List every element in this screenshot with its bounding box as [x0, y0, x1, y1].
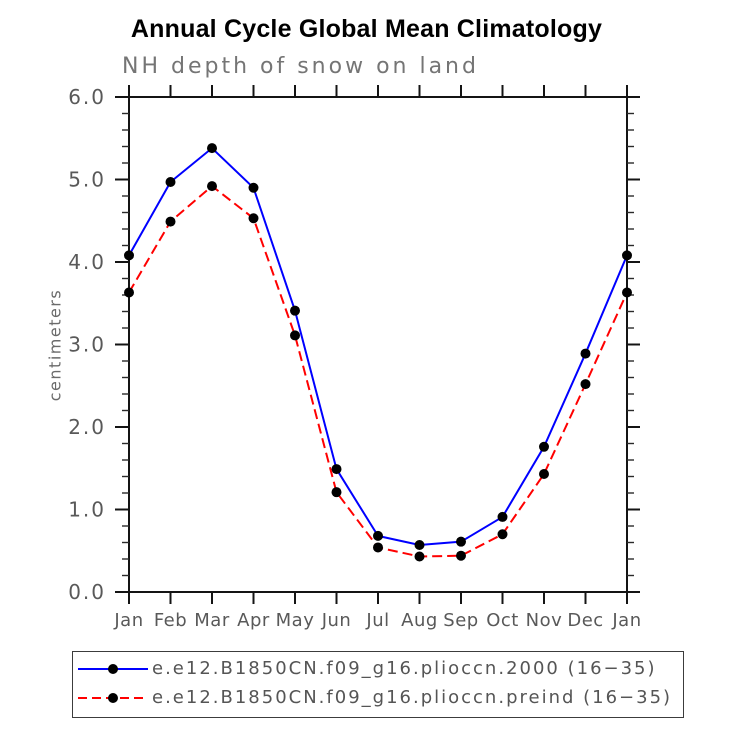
data-point-marker [331, 464, 342, 475]
x-tick-label: Oct [486, 610, 519, 631]
series-line-0 [128, 146, 628, 546]
x-tick-label: Mar [194, 610, 230, 631]
x-tick-label: Jan [113, 610, 143, 631]
y-tick-label: 3.0 [68, 333, 106, 357]
x-tick-label: Aug [401, 610, 438, 631]
data-point-marker [248, 213, 259, 224]
y-tick-label: 5.0 [68, 168, 106, 192]
data-point-marker [497, 511, 508, 522]
x-tick-label: May [276, 610, 315, 631]
chart-subtitle: NH depth of snow on land [122, 54, 479, 79]
x-tick-label: Jan [611, 610, 641, 631]
y-tick-label: 4.0 [68, 250, 106, 274]
x-tick-label: Sep [443, 610, 478, 631]
data-point-marker [456, 550, 466, 561]
chart-title: Annual Cycle Global Mean Climatology [130, 15, 603, 43]
legend-item: e.e12.B1850CN.f09_g16.plioccn.preind (16… [73, 683, 683, 712]
data-point-marker [248, 182, 259, 193]
legend-label: e.e12.B1850CN.f09_g16.plioccn.preind (16… [152, 687, 673, 708]
data-point-marker [207, 143, 217, 154]
data-point-marker [207, 181, 217, 192]
data-point-marker [290, 305, 300, 316]
data-point-marker [331, 487, 342, 498]
data-point-marker [622, 250, 632, 261]
data-point-marker [497, 529, 508, 540]
data-point-marker [124, 287, 134, 298]
data-point-marker [373, 530, 383, 541]
x-tick-label: Nov [526, 610, 563, 631]
series-line-1 [128, 184, 628, 558]
data-point-marker [539, 469, 549, 480]
y-tick-label: 2.0 [68, 415, 106, 439]
data-point-marker [165, 176, 176, 187]
y-tick-label: 1.0 [68, 498, 106, 522]
x-tick-label: Jul [365, 610, 389, 631]
legend-line-sample [78, 663, 148, 674]
legend-marker [108, 692, 118, 703]
y-tick-label: 0.0 [68, 580, 106, 604]
legend-marker [108, 663, 118, 674]
data-point-marker [580, 348, 591, 359]
data-point-marker [622, 287, 632, 298]
x-tick-label: Apr [237, 610, 270, 631]
data-point-marker [414, 551, 425, 562]
x-tick-label: Feb [154, 610, 187, 631]
plot-frame [128, 96, 628, 593]
legend-box: e.e12.B1850CN.f09_g16.plioccn.2000 (16−3… [72, 651, 684, 718]
x-tick-label: Dec [567, 610, 603, 631]
data-point-marker [414, 539, 425, 550]
legend-item: e.e12.B1850CN.f09_g16.plioccn.2000 (16−3… [73, 654, 683, 683]
x-tick-label: Jun [321, 610, 352, 631]
data-point-marker [456, 536, 466, 547]
y-tick-label: 6.0 [68, 85, 106, 109]
data-point-marker [290, 330, 300, 341]
data-point-marker [539, 441, 549, 452]
legend-label: e.e12.B1850CN.f09_g16.plioccn.2000 (16−3… [152, 658, 657, 679]
data-point-marker [124, 250, 134, 261]
data-point-marker [165, 216, 176, 227]
data-point-marker [580, 379, 591, 390]
data-point-marker [373, 542, 383, 553]
legend-line-sample [78, 692, 148, 703]
